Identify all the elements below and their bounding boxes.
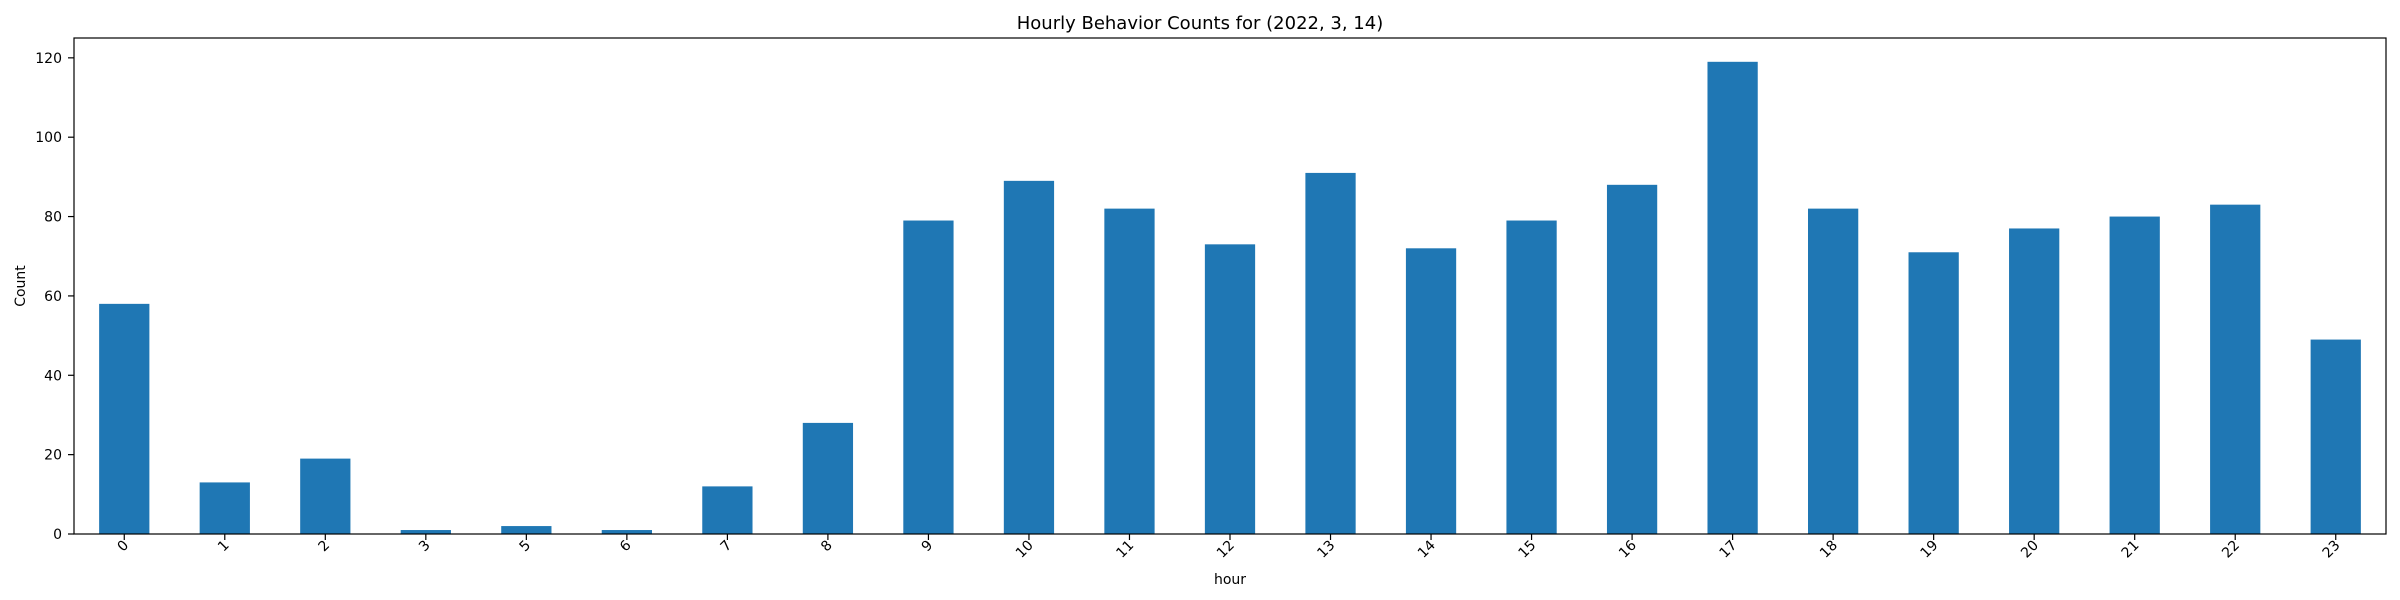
bar-hour-1 xyxy=(199,482,250,534)
bar-hour-3 xyxy=(400,530,451,534)
y-axis-label: Count xyxy=(13,265,29,307)
x-tick-label: 1 xyxy=(215,538,233,556)
bar-hour-5 xyxy=(501,526,552,534)
bar-hour-22 xyxy=(2210,204,2261,534)
x-tick-label: 10 xyxy=(1013,538,1037,562)
bar-hour-19 xyxy=(1908,252,1959,534)
bar-hour-23 xyxy=(2310,339,2361,534)
x-tick-label: 7 xyxy=(718,538,736,556)
x-tick-label: 8 xyxy=(818,538,836,556)
bar-hour-7 xyxy=(702,486,753,534)
y-axis-ticks: 0 20 40 60 80 100 120 xyxy=(35,51,74,543)
bar-hour-13 xyxy=(1305,172,1356,535)
bar-hour-10 xyxy=(1003,180,1055,534)
bar-hour-14 xyxy=(1405,248,1457,534)
x-tick-label: 19 xyxy=(1918,538,1942,562)
y-tick-label: 60 xyxy=(44,289,62,305)
plot-frame xyxy=(73,37,2387,535)
bar-hour-12 xyxy=(1204,244,1256,534)
y-tick-label: 20 xyxy=(44,448,62,464)
bar-hour-20 xyxy=(2009,228,2060,535)
y-tick-label: 100 xyxy=(35,130,62,146)
bar-hour-21 xyxy=(2109,216,2160,534)
y-tick-label: 80 xyxy=(44,210,62,226)
bar-hour-15 xyxy=(1506,220,1557,534)
x-tick-label: 9 xyxy=(919,538,937,556)
x-axis-label: hour xyxy=(1214,572,1246,588)
bar-hour-2 xyxy=(300,458,351,534)
x-tick-label: 5 xyxy=(517,538,535,556)
x-tick-label: 22 xyxy=(2219,538,2243,562)
x-axis-ticks: 0 1 2 3 5 6 7 8 9 10 11 12 13 14 15 16 17 18 19 20 21 22 23 xyxy=(114,534,2344,562)
x-tick-label: 21 xyxy=(2119,538,2143,562)
x-tick-label: 12 xyxy=(1214,538,1238,562)
x-tick-label: 6 xyxy=(617,537,635,555)
y-tick-label: 120 xyxy=(35,51,62,67)
x-tick-label: 2 xyxy=(316,538,334,556)
x-tick-label: 16 xyxy=(1616,537,1640,561)
x-tick-label: 23 xyxy=(2320,538,2344,562)
bar-hour-9 xyxy=(903,220,954,534)
x-tick-label: 11 xyxy=(1113,538,1137,562)
x-tick-label: 13 xyxy=(1314,538,1338,562)
x-tick-label: 17 xyxy=(1717,538,1741,562)
bar-hour-8 xyxy=(802,422,854,534)
bar-hour-16 xyxy=(1606,184,1658,535)
bar-hour-17 xyxy=(1707,61,1758,535)
bar-hour-0 xyxy=(99,303,150,534)
bar-hour-6 xyxy=(601,530,652,534)
x-tick-label: 3 xyxy=(416,538,434,556)
x-tick-label: 0 xyxy=(114,538,132,556)
bars-group xyxy=(99,61,2361,535)
x-tick-label: 14 xyxy=(1415,537,1439,561)
x-tick-label: 18 xyxy=(1817,538,1841,562)
x-tick-label: 20 xyxy=(2018,538,2042,562)
bar-hour-11 xyxy=(1104,208,1155,534)
chart-title: Hourly Behavior Counts for (2022, 3, 14) xyxy=(1017,13,1384,34)
y-tick-label: 40 xyxy=(44,368,62,384)
bar-hour-18 xyxy=(1808,208,1859,534)
y-tick-label: 0 xyxy=(53,527,62,543)
x-tick-label: 15 xyxy=(1515,538,1539,562)
